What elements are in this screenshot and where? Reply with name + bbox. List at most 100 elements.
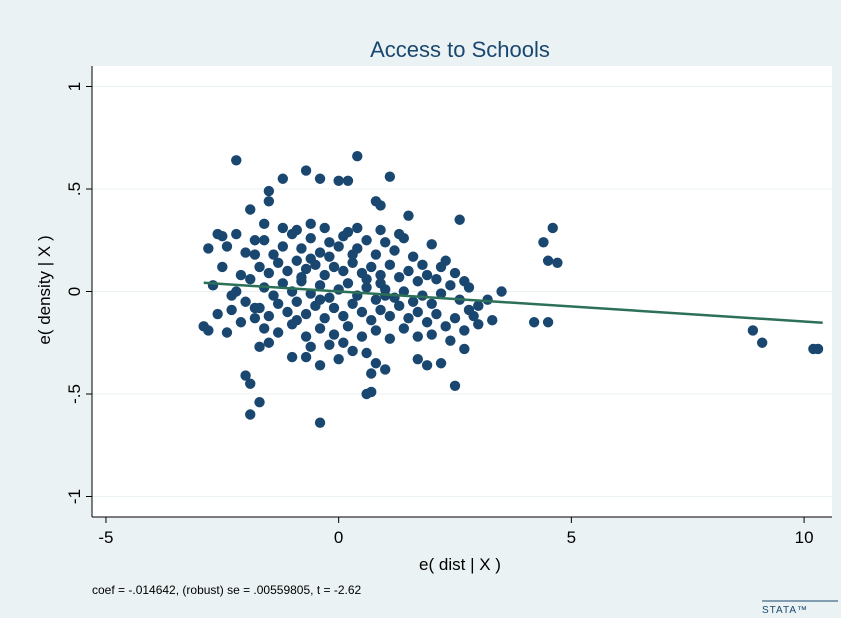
data-point <box>342 321 354 332</box>
data-point <box>333 175 344 186</box>
data-point <box>240 247 251 258</box>
data-point <box>375 304 386 316</box>
chart-title: Access to Schools <box>370 37 550 62</box>
fit-line <box>203 281 823 324</box>
data-point <box>259 235 270 246</box>
data-point <box>403 210 414 221</box>
data-point <box>324 339 335 350</box>
data-point <box>384 333 396 344</box>
grid-lines <box>92 86 832 497</box>
data-point <box>473 300 484 312</box>
data-point <box>328 329 340 340</box>
data-point <box>338 265 349 277</box>
data-point <box>426 298 437 309</box>
data-point <box>231 155 242 166</box>
axes: -1 -.5 0 .5 1 -5 0 5 10 <box>65 66 832 547</box>
data-point <box>417 259 428 271</box>
data-point <box>552 257 563 268</box>
y-axis-title: e( density | X ) <box>35 235 54 344</box>
data-point <box>384 171 396 182</box>
data-point <box>352 151 363 162</box>
data-point <box>384 259 396 271</box>
data-point <box>245 409 256 420</box>
data-point <box>291 296 302 307</box>
data-point <box>314 360 326 371</box>
data-point <box>347 257 358 268</box>
data-point <box>538 237 549 248</box>
data-point <box>272 298 284 309</box>
data-point <box>263 185 275 197</box>
data-point <box>300 308 312 320</box>
data-point <box>459 343 470 355</box>
data-point <box>324 237 335 248</box>
data-point <box>328 261 340 273</box>
data-point <box>370 249 382 260</box>
data-point <box>398 323 410 334</box>
data-point <box>277 241 289 252</box>
svg-text:STATA™: STATA™ <box>762 605 808 616</box>
data-point <box>249 235 261 246</box>
data-point <box>324 292 335 303</box>
data-point <box>291 315 302 326</box>
data-point <box>356 306 368 318</box>
data-point <box>542 317 554 328</box>
data-point <box>212 308 223 320</box>
data-point <box>375 200 386 211</box>
chart-note: coef = -.014642, (robust) se = .00559805… <box>92 583 362 597</box>
data-point <box>291 224 302 236</box>
data-point <box>375 269 386 281</box>
data-point <box>249 312 261 324</box>
data-point <box>542 255 554 266</box>
data-point <box>361 274 372 285</box>
y-tick-label: 1 <box>65 82 84 91</box>
x-tick-label: -5 <box>98 528 113 547</box>
data-point <box>361 282 372 293</box>
data-point <box>412 353 423 365</box>
data-point <box>393 300 405 312</box>
data-point <box>254 261 265 273</box>
data-point <box>314 417 326 428</box>
data-point <box>366 261 377 273</box>
data-point <box>249 249 261 260</box>
data-point <box>277 278 289 289</box>
data-point <box>547 222 558 234</box>
data-point <box>496 286 507 297</box>
data-point <box>272 257 284 268</box>
data-point <box>407 296 419 307</box>
data-point <box>263 196 275 207</box>
data-point <box>296 243 307 254</box>
data-point <box>314 294 326 305</box>
data-point <box>412 306 423 318</box>
data-point <box>240 296 251 307</box>
data-point <box>463 282 475 293</box>
data-point <box>305 218 316 230</box>
data-point <box>203 325 214 336</box>
data-point <box>454 214 465 225</box>
data-point <box>449 267 461 279</box>
fit-line-layer <box>203 281 823 324</box>
data-point <box>431 274 442 285</box>
data-point <box>217 230 228 242</box>
data-point <box>421 360 433 371</box>
data-point <box>421 317 433 328</box>
data-point <box>245 274 256 285</box>
data-point <box>314 247 326 258</box>
data-point <box>319 222 330 234</box>
data-point <box>268 249 279 260</box>
data-point <box>487 315 498 326</box>
data-point <box>291 255 302 266</box>
data-point <box>300 263 312 275</box>
data-point <box>254 302 265 314</box>
data-point <box>412 331 423 342</box>
data-point <box>207 280 219 291</box>
data-point <box>319 312 330 324</box>
data-point <box>366 315 377 326</box>
data-point <box>403 265 414 277</box>
data-point <box>282 306 293 318</box>
data-point <box>342 278 354 289</box>
data-point <box>300 351 312 363</box>
data-point <box>435 261 447 273</box>
data-point <box>445 280 456 291</box>
data-point <box>342 175 354 186</box>
